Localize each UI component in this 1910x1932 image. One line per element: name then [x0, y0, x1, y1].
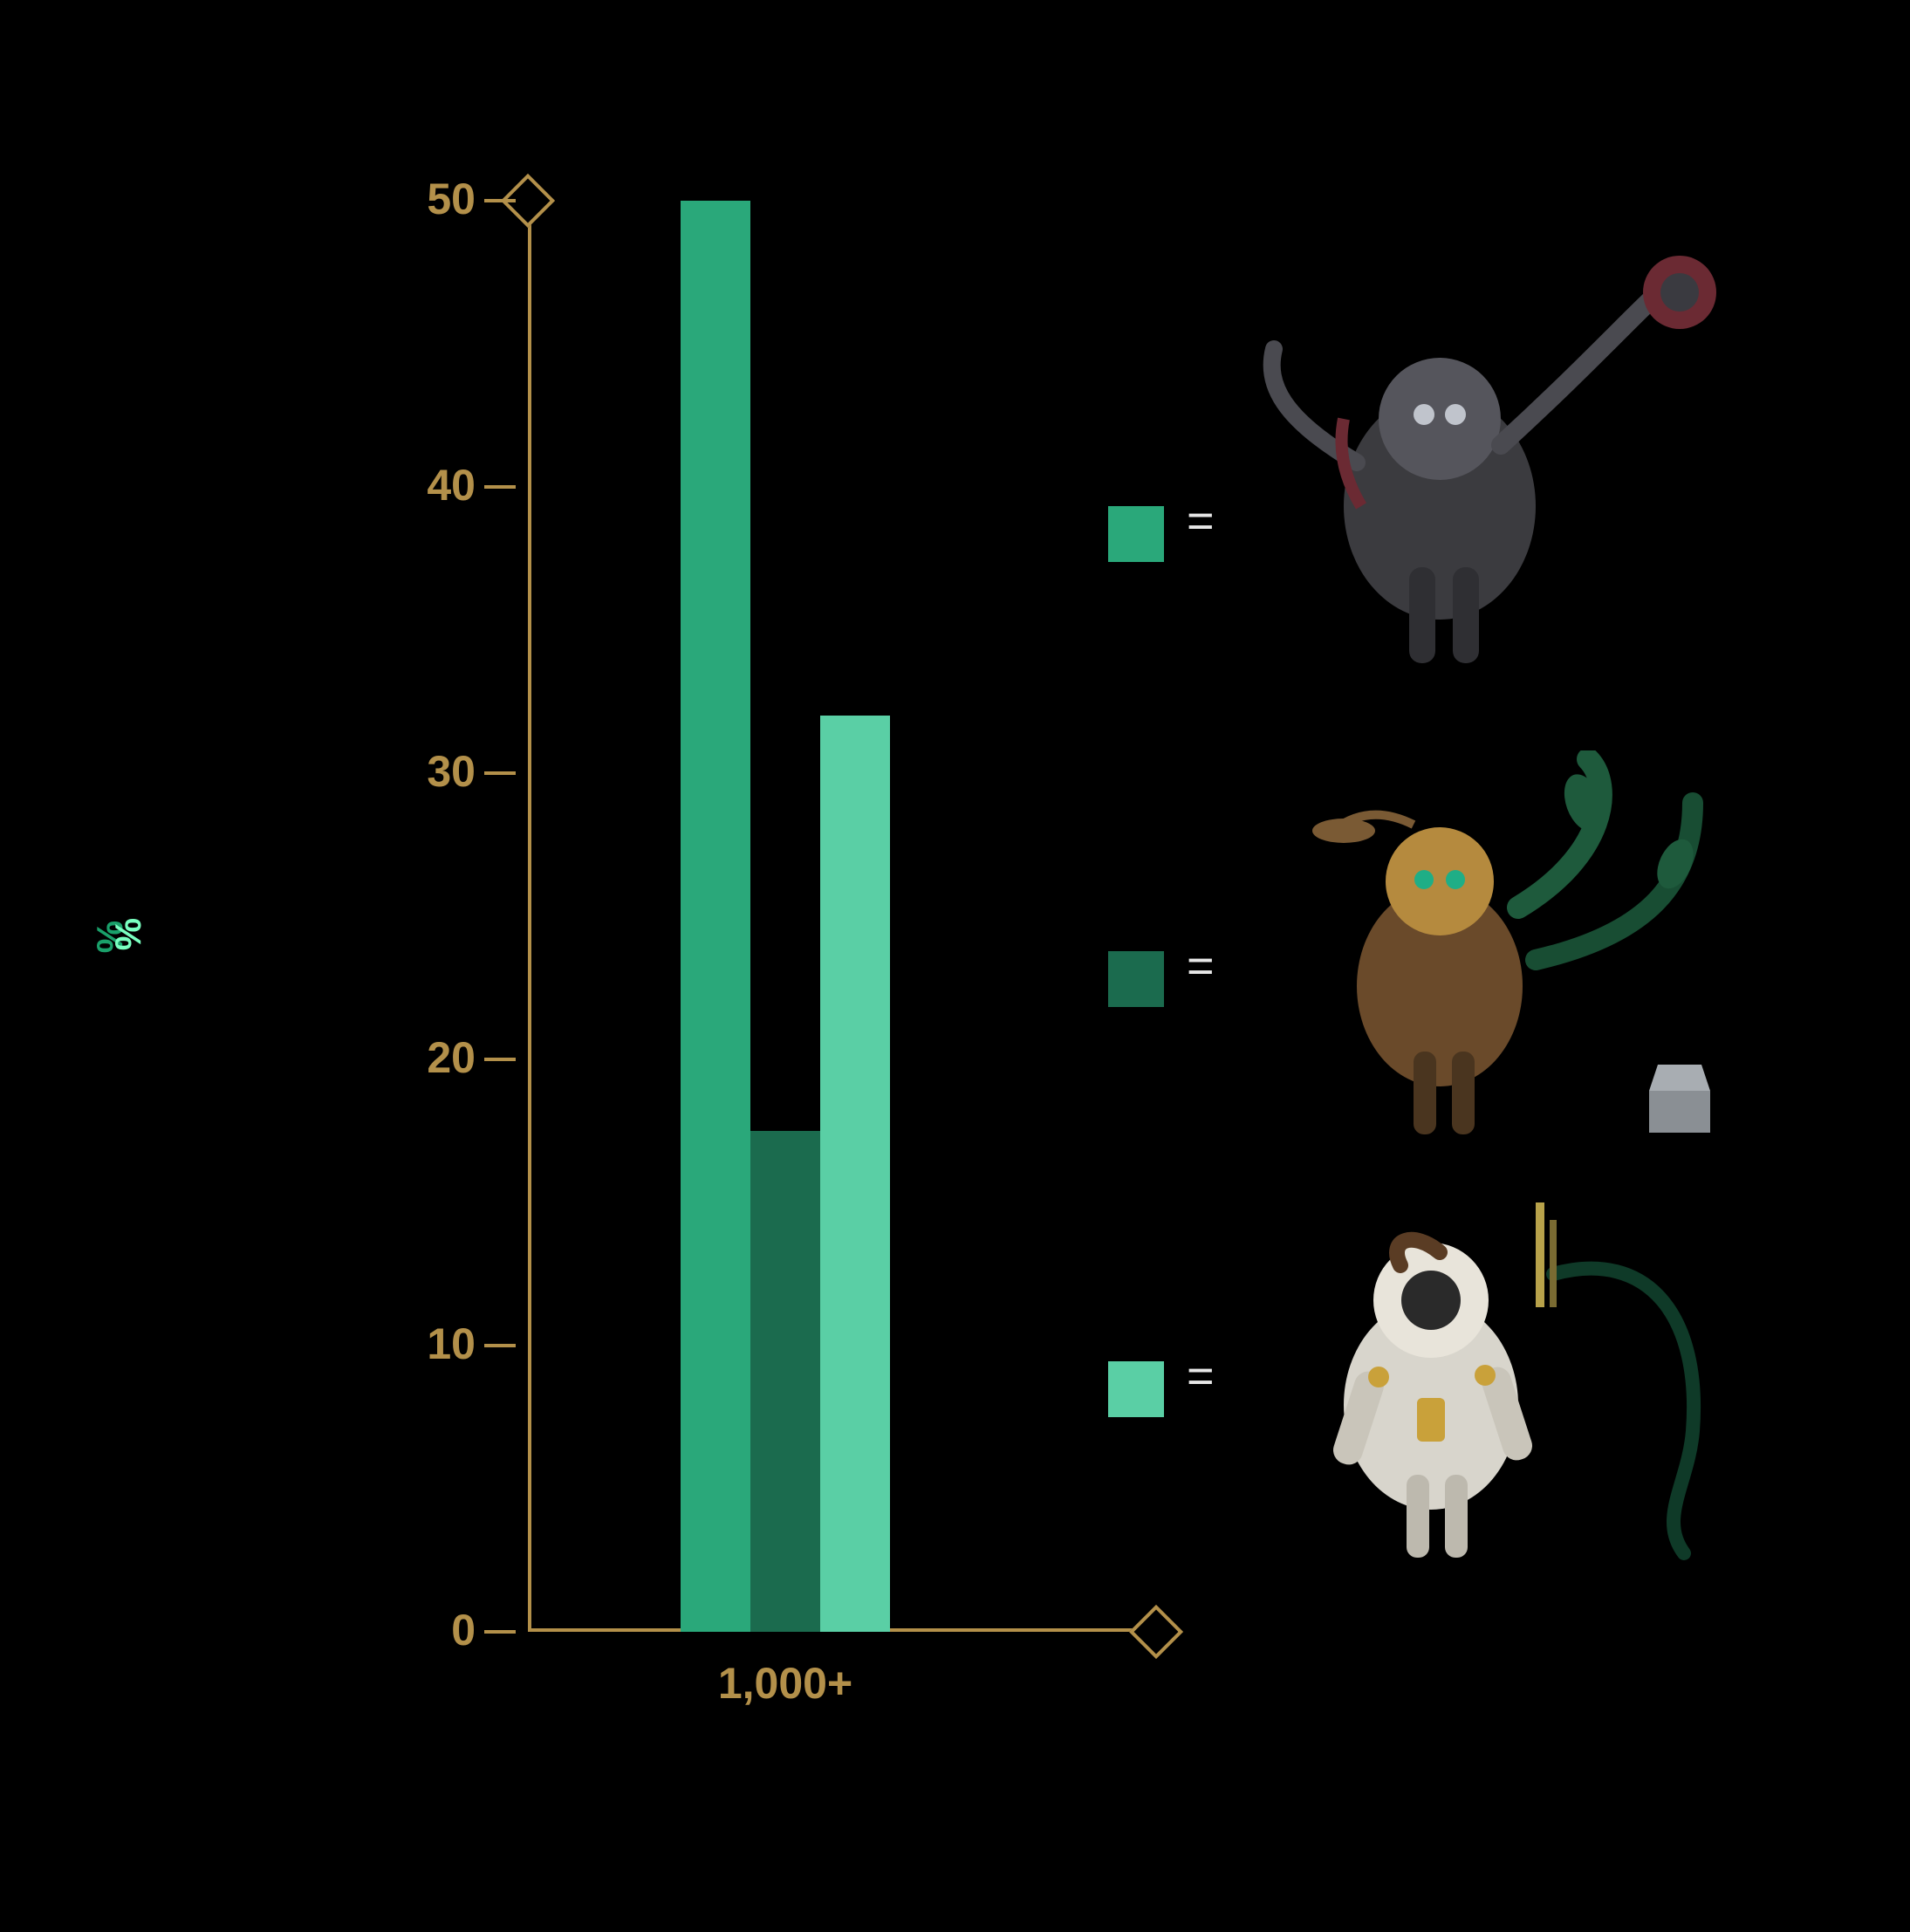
y-tick-label: 20 [388, 1032, 476, 1083]
bar [750, 1131, 820, 1632]
y-tick-mark [484, 199, 516, 202]
x-axis-end-ornament [1129, 1605, 1183, 1659]
y-tick-mark [484, 1058, 516, 1061]
y-tick-mark [484, 1630, 516, 1634]
y-tick-label: 40 [388, 460, 476, 510]
legend-figure [1239, 750, 1728, 1152]
legend-swatch [1108, 951, 1164, 1007]
legend-figure [1239, 244, 1728, 698]
legend-equals: = [1187, 1349, 1215, 1403]
legend-equals: = [1187, 494, 1215, 548]
legend-figure [1239, 1169, 1728, 1571]
legend-swatch [1108, 1361, 1164, 1417]
y-tick-label: 0 [388, 1605, 476, 1655]
chart-root: % % 010203040501,000+ = = [0, 0, 1910, 1932]
y-tick-mark [484, 771, 516, 775]
bar [681, 201, 750, 1632]
x-category-label: 1,000+ [654, 1658, 916, 1709]
y-tick-label: 10 [388, 1319, 476, 1369]
y-tick-mark [484, 485, 516, 489]
legend-swatch [1108, 506, 1164, 562]
y-tick-label: 50 [388, 174, 476, 224]
y-axis-line [528, 201, 531, 1632]
y-tick-label: 30 [388, 746, 476, 797]
bar [820, 716, 890, 1632]
y-tick-mark [484, 1344, 516, 1347]
legend-equals: = [1187, 939, 1215, 993]
